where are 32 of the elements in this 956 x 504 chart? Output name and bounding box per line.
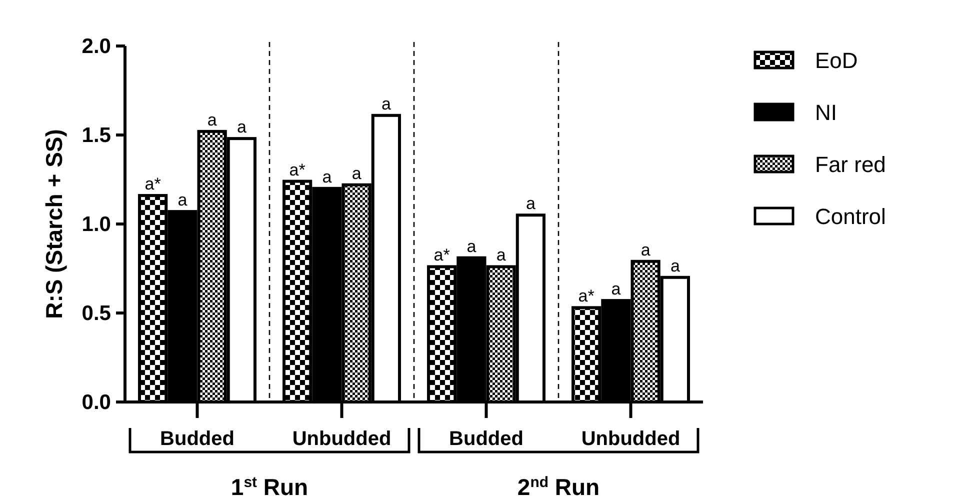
data-label: a [640,240,651,260]
data-label: a* [144,174,162,194]
legend-label: EoD [815,48,858,73]
y-tick-label: 0.5 [82,302,112,325]
y-tick-label: 1.0 [82,213,111,236]
data-label: a [670,256,680,276]
data-label: a [466,236,477,256]
y-tick-label: 1.5 [82,124,112,147]
x-tick-label: Budded [449,428,524,450]
text: 1$^{st}$ Run [230,474,308,500]
y-tick-label: 2.0 [82,35,111,58]
data-label: a [322,167,332,186]
x-tick-label: Unbudded [292,428,392,450]
data-label: a [178,190,188,210]
data-label: a* [289,160,306,180]
data-label: a* [434,246,450,265]
x-tick-label: Budded [160,428,234,450]
y-tick-label: 0.0 [82,391,111,414]
data-label: a [611,280,622,299]
x-tick-label: Unbudded [581,428,680,450]
data-label: a [381,94,392,114]
data-label: a [236,118,247,137]
legend-label: Control [815,204,886,229]
legend-label: Far red [815,152,886,177]
data-label: a [526,194,536,214]
text: 2$^{nd}$ Run [517,474,600,500]
data-label: a* [578,286,595,306]
legend-label: NI [815,100,837,125]
y-axis-title: R:S (Starch + SS) [41,129,67,319]
data-label: a [207,110,218,130]
data-label: a [352,164,362,183]
data-label: a [496,246,506,265]
